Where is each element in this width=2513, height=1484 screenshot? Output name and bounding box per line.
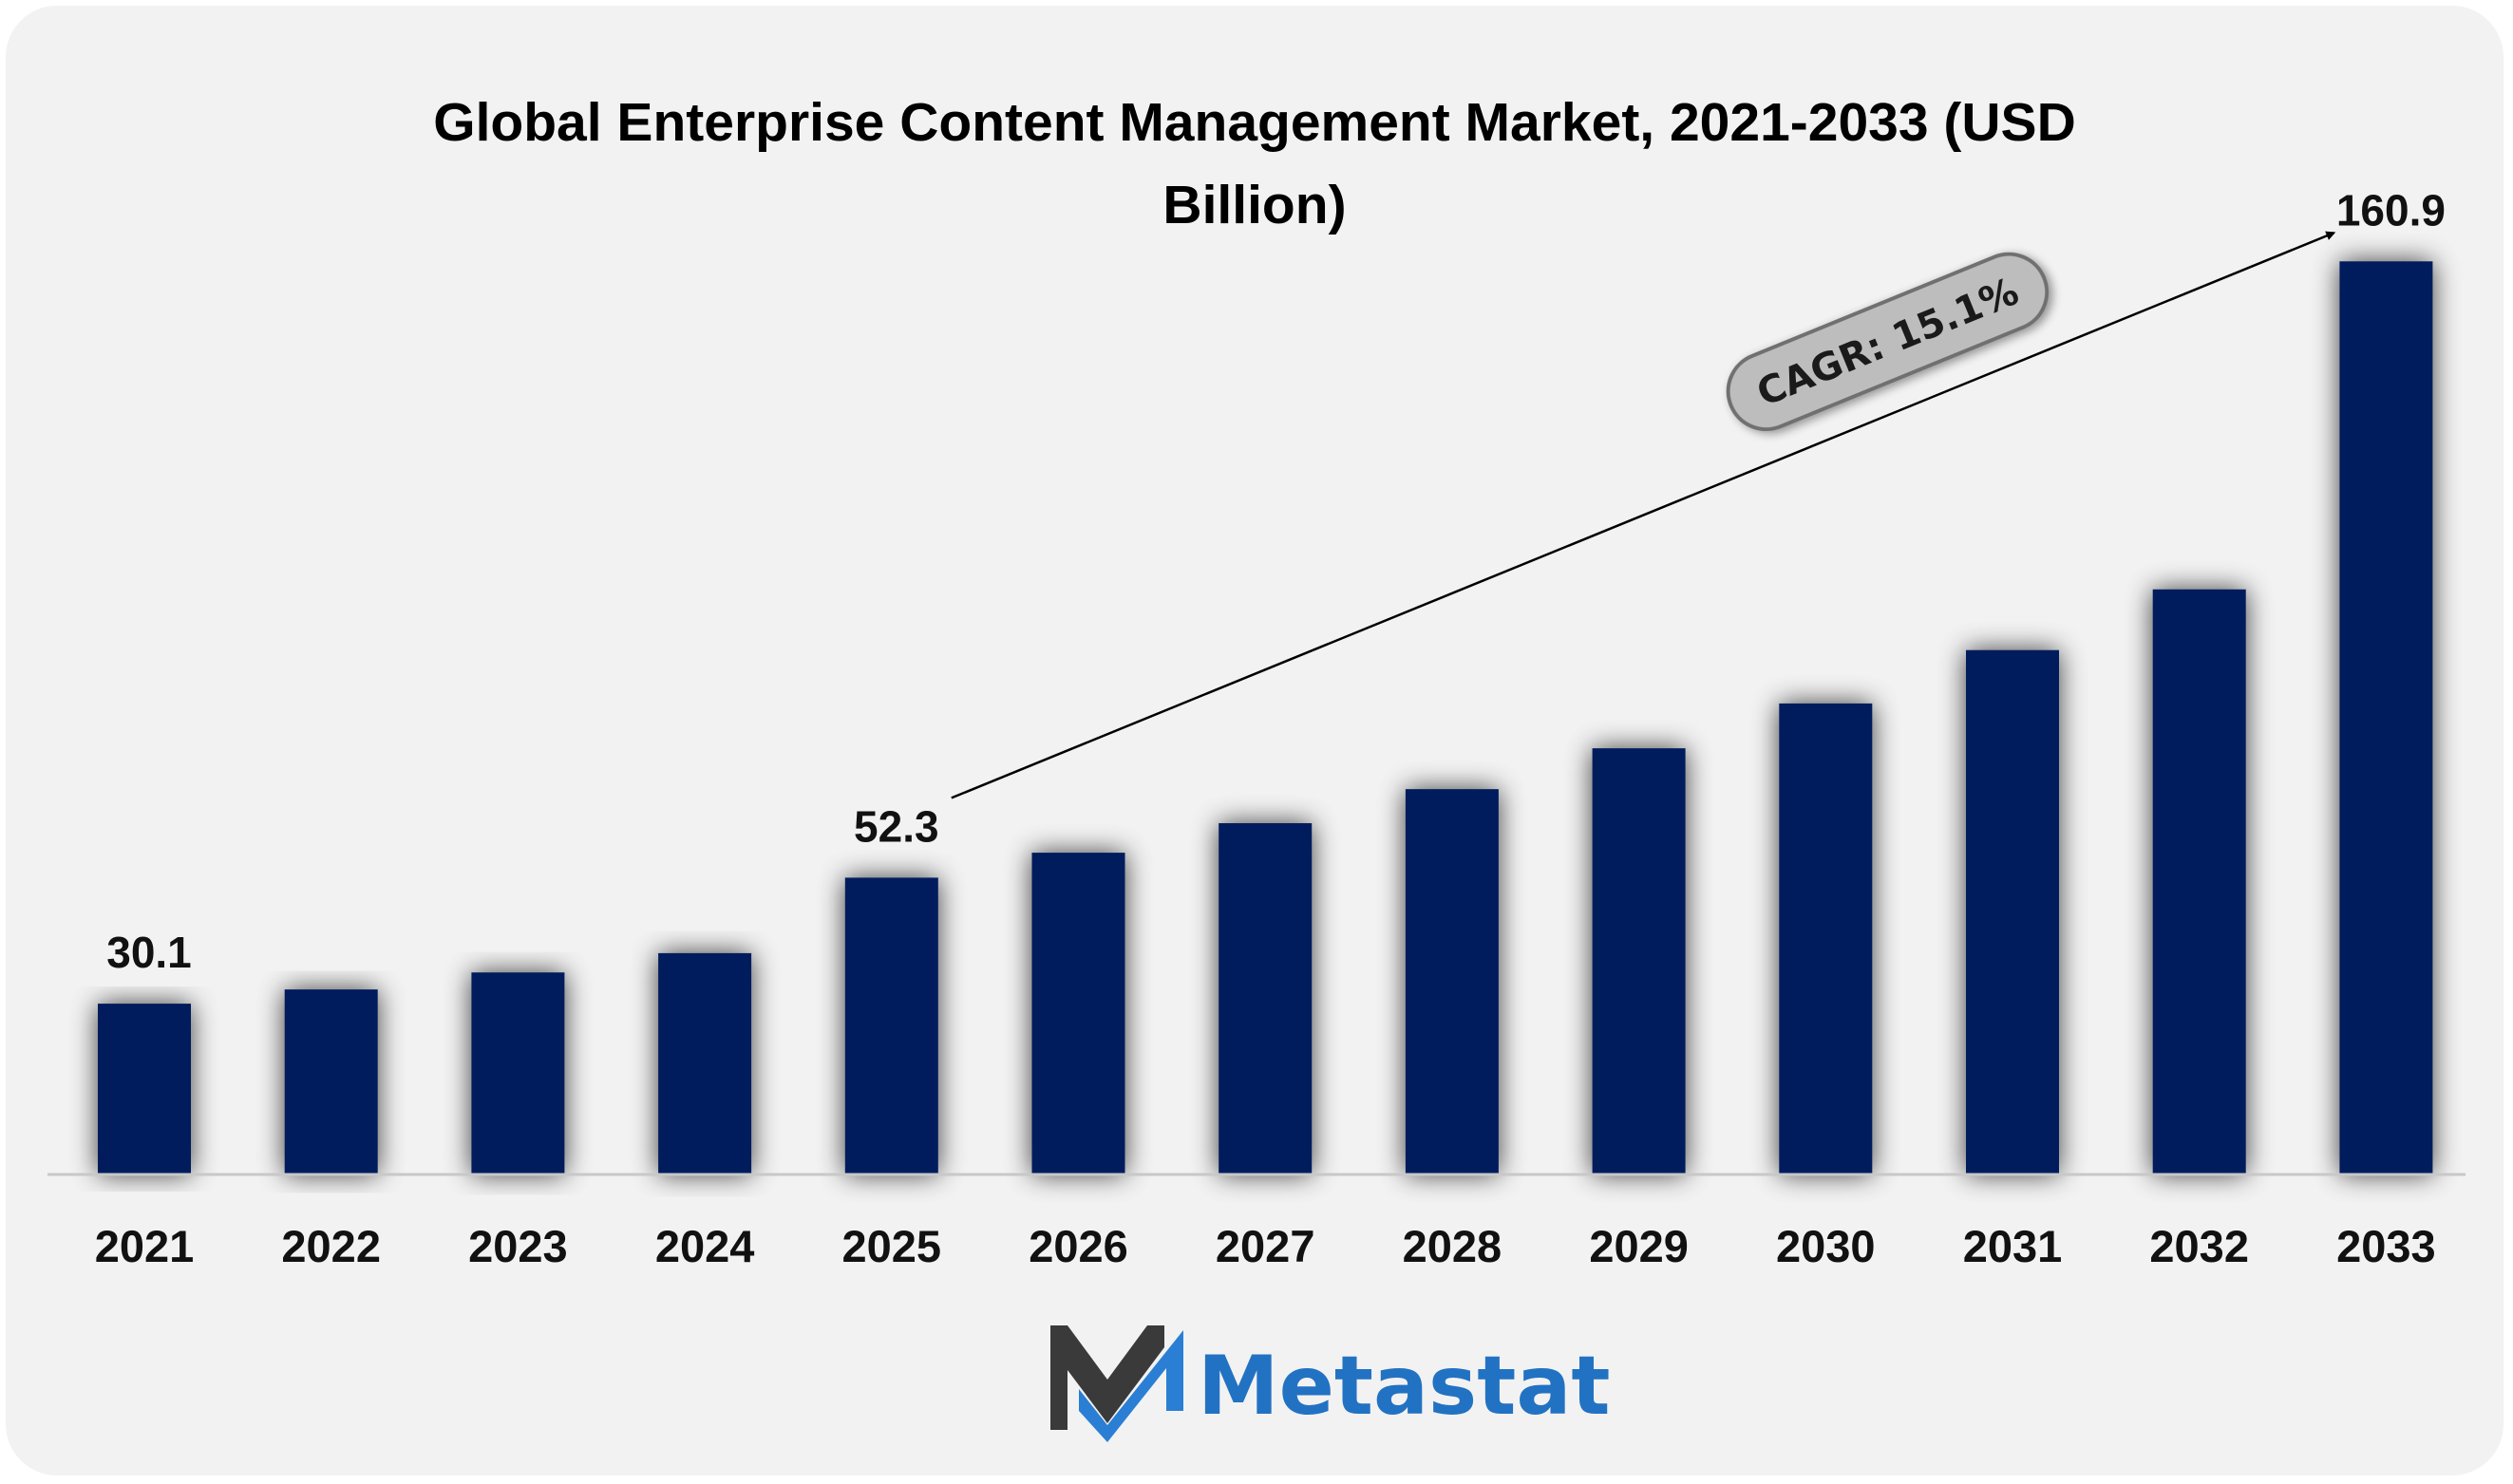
x-tick-label-2032: 2032	[2149, 1221, 2249, 1271]
x-tick-label-2026: 2026	[1029, 1221, 1128, 1271]
cagr-arrow	[951, 231, 2336, 799]
bar-2030	[1779, 703, 1873, 1174]
metastat-logo: Metastat	[1050, 1325, 1611, 1442]
x-tick-label-2028: 2028	[1403, 1221, 1502, 1271]
bar-2029	[1592, 748, 1686, 1174]
x-tick-label-2027: 2027	[1216, 1221, 1315, 1271]
data-label-2025: 52.3	[854, 801, 939, 851]
chart-title-line-1: Global Enterprise Content Management Mar…	[433, 92, 2075, 153]
chart: Global Enterprise Content Management Mar…	[47, 92, 2466, 1442]
x-tick-label-2022: 2022	[281, 1221, 381, 1271]
cagr-badge: CAGR: 15.1%	[1726, 252, 2050, 432]
axis-labels: 2021 2022 2023 2024 2025 2026 2027 2028 2029 2030…	[95, 185, 2446, 1271]
x-tick-label-2029: 2029	[1589, 1221, 1689, 1271]
bar-2032	[2152, 589, 2246, 1174]
logo-mark-dark	[1050, 1325, 1164, 1430]
bar-2025	[844, 877, 938, 1174]
logo-name: Metastat	[1198, 1339, 1611, 1434]
bar-2027	[1219, 823, 1313, 1174]
data-label-2021: 30.1	[106, 928, 192, 977]
cagr-annotation: CAGR: 15.1%	[951, 231, 2336, 799]
x-tick-label-2025: 2025	[842, 1221, 942, 1271]
x-tick-label-2021: 2021	[95, 1221, 195, 1271]
bar-2031	[1966, 649, 2059, 1174]
data-label-2033: 160.9	[2336, 185, 2446, 235]
chart-card: Global Enterprise Content Management Mar…	[6, 6, 2504, 1475]
x-tick-label-2031: 2031	[1963, 1221, 2063, 1271]
bar-2033	[2339, 261, 2433, 1174]
bar-2023	[471, 972, 565, 1174]
bar-2022	[284, 989, 378, 1174]
bar-2021	[98, 1004, 191, 1174]
chart-title-line-2: Billion)	[1162, 175, 1346, 235]
x-tick-label-2023: 2023	[468, 1221, 568, 1271]
bar-2024	[658, 952, 752, 1174]
x-tick-label-2030: 2030	[1776, 1221, 1876, 1271]
cagr-badge-pill	[1726, 252, 2050, 432]
bar-2026	[1031, 853, 1125, 1174]
bar-2028	[1405, 789, 1499, 1174]
x-tick-label-2024: 2024	[655, 1221, 755, 1271]
x-tick-label-2033: 2033	[2336, 1221, 2436, 1271]
bars	[98, 261, 2433, 1174]
